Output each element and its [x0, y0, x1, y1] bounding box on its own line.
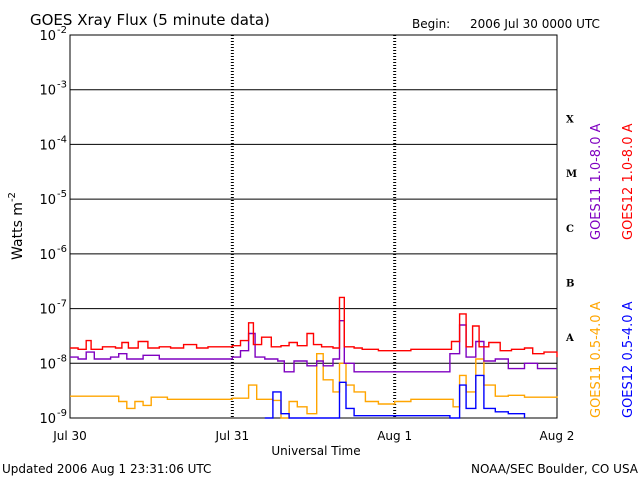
y-tick-labels: 10-210-310-410-510-610-710-810-9: [39, 25, 67, 427]
begin-value: 2006 Jul 30 0000 UTC: [470, 17, 600, 31]
y-tick-label-5: 10: [39, 303, 56, 318]
y-tick-label-3: 10: [39, 193, 56, 208]
y-tick-label-7: 10: [39, 412, 56, 427]
flare-class-x: X: [566, 114, 574, 125]
legend-text-goes11-short: GOES11 0.5-4.0 A: [589, 301, 604, 418]
flare-class-c: C: [566, 224, 574, 235]
y-tick-exp-4: -6: [57, 244, 67, 255]
legend-goes12-short: GOES12 0.5-4.0 A: [621, 301, 636, 418]
y-tick-exp-2: -4: [57, 134, 67, 145]
legend-text-goes12-short: GOES12 0.5-4.0 A: [621, 301, 636, 418]
legend-text-goes11-long: GOES11 1.0-8.0 A: [589, 123, 604, 240]
series-line-3: [264, 374, 526, 419]
legend-text-goes12-long: GOES12 1.0-8.0 A: [621, 123, 636, 240]
y-tick-exp-6: -8: [57, 353, 67, 364]
y-tick-base-6: 10: [39, 357, 56, 372]
y-tick-label-2: 10: [39, 138, 56, 153]
y-tick-base-7: 10: [39, 412, 56, 427]
y-tick-base-3: 10: [39, 193, 56, 208]
y-tick-base-2: 10: [39, 138, 56, 153]
series-lines: [70, 296, 558, 419]
flare-class-b: B: [566, 278, 574, 289]
svg-text:Watts m-2: Watts m-2: [7, 192, 26, 260]
y-tick-exp-0: -2: [57, 25, 67, 36]
begin-label: Begin:: [412, 17, 450, 31]
chart-title: GOES Xray Flux (5 minute data): [30, 11, 270, 29]
y-tick-base-1: 10: [39, 84, 56, 99]
series-line-1: [70, 320, 557, 373]
x-tick-label-1: Jul 31: [215, 429, 250, 443]
y-axis-label: Watts m-2: [7, 192, 26, 260]
y-tick-base-4: 10: [39, 248, 56, 263]
y-tick-label-1: 10: [39, 84, 56, 99]
y-tick-label-6: 10: [39, 357, 56, 372]
y-tick-exp-3: -5: [57, 189, 67, 200]
legend-goes11-long: GOES11 1.0-8.0 A: [589, 123, 604, 240]
y-tick-base-5: 10: [39, 303, 56, 318]
y-axis-label-sup: -2: [7, 192, 18, 202]
flare-class-labels: X M C B A: [565, 114, 577, 344]
series-line-0: [70, 296, 558, 358]
x-tick-label-0: Jul 30: [52, 429, 87, 443]
x-axis-label: Universal Time: [271, 444, 360, 458]
y-tick-label-4: 10: [39, 248, 56, 263]
y-tick-exp-1: -3: [57, 80, 67, 91]
y-tick-label-0: 10: [39, 29, 56, 44]
flare-class-m: M: [566, 169, 577, 180]
credit-text: NOAA/SEC Boulder, CO USA: [471, 462, 639, 476]
x-tick-label-3: Aug 2: [540, 429, 575, 443]
y-tick-exp-7: -9: [57, 408, 67, 419]
x-tick-label-2: Aug 1: [377, 429, 412, 443]
flare-class-a: A: [565, 333, 574, 344]
y-tick-base-0: 10: [39, 29, 56, 44]
updated-timestamp: Updated 2006 Aug 1 23:31:06 UTC: [2, 462, 211, 476]
legend-goes12-long: GOES12 1.0-8.0 A: [621, 123, 636, 240]
x-tick-labels: Jul 30 Jul 31 Aug 1 Aug 2: [52, 429, 574, 443]
y-tick-exp-5: -7: [57, 299, 67, 310]
legend-goes11-short: GOES11 0.5-4.0 A: [589, 301, 604, 418]
y-axis-label-text: Watts m: [10, 202, 26, 260]
